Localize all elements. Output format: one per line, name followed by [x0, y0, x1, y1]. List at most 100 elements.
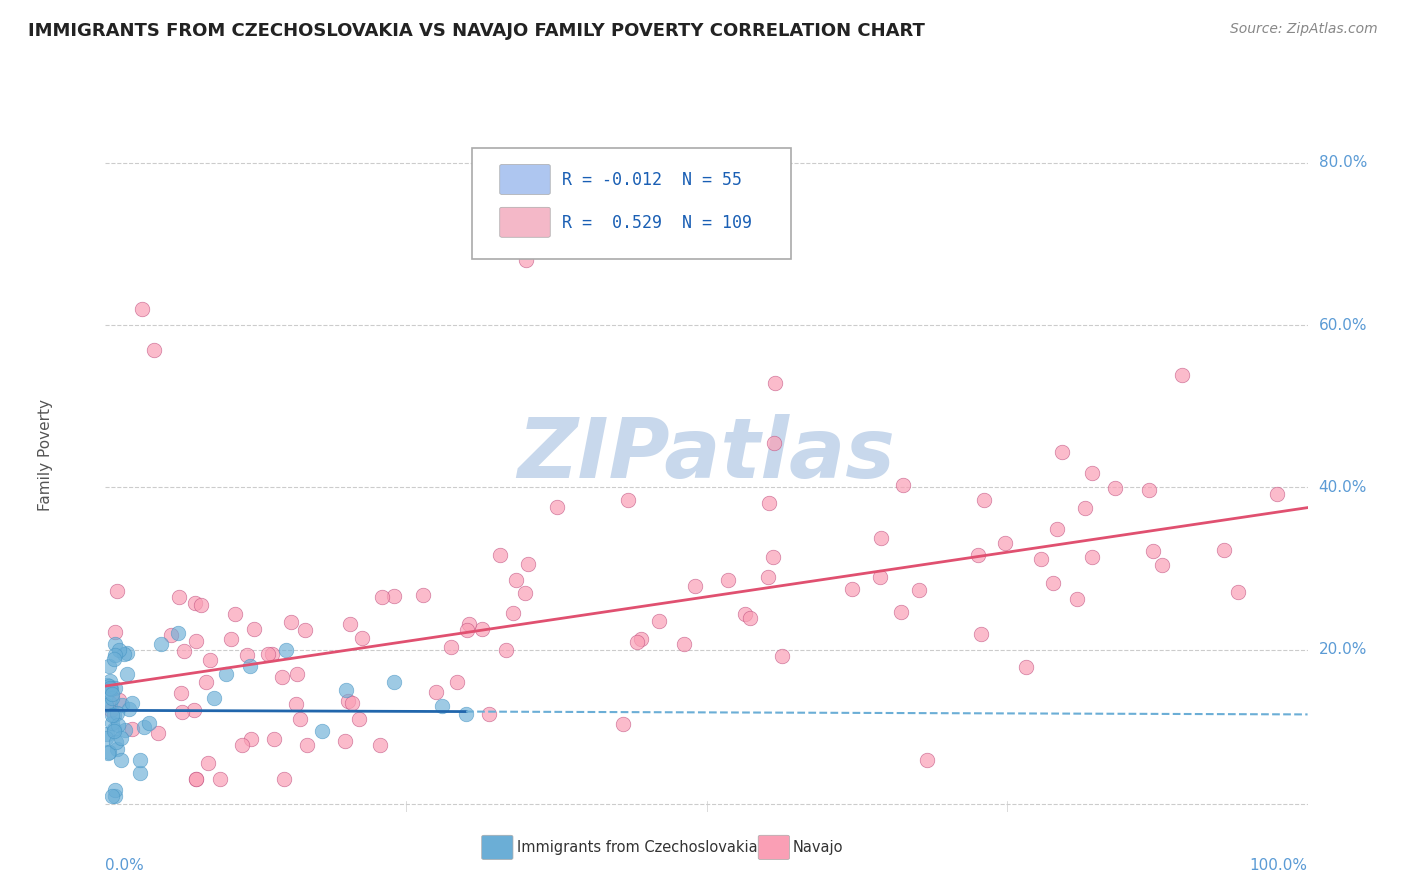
Point — [239, 658, 262, 673]
Point — [98, 745, 121, 759]
Point — [96, 746, 118, 760]
Point — [502, 606, 524, 620]
Point — [96, 727, 118, 741]
Point — [242, 623, 264, 637]
Point — [454, 707, 477, 722]
Point — [100, 708, 122, 723]
Text: Navajo: Navajo — [793, 840, 844, 855]
Point — [673, 637, 696, 651]
Point — [142, 343, 165, 357]
Point — [284, 697, 307, 711]
Point — [841, 582, 863, 597]
Point — [262, 647, 284, 661]
Point — [758, 496, 780, 510]
Point — [100, 703, 122, 717]
Text: R =  0.529  N = 109: R = 0.529 N = 109 — [562, 214, 752, 232]
FancyBboxPatch shape — [499, 207, 550, 237]
Point — [104, 624, 127, 639]
Point — [94, 731, 117, 746]
Point — [337, 694, 360, 708]
Point — [515, 586, 537, 600]
Point — [626, 635, 648, 649]
Point — [273, 772, 295, 787]
Point — [970, 626, 993, 640]
Text: 80.0%: 80.0% — [1319, 155, 1367, 170]
Point — [184, 772, 207, 786]
Point — [456, 624, 478, 638]
FancyBboxPatch shape — [472, 148, 790, 259]
Point — [1066, 592, 1088, 607]
Point — [184, 597, 207, 611]
Point — [231, 739, 253, 753]
Point — [195, 674, 218, 689]
Point — [98, 681, 121, 695]
Point — [208, 772, 231, 787]
Point — [105, 735, 128, 749]
Point — [103, 723, 125, 737]
Point — [169, 686, 191, 700]
Point — [470, 622, 492, 636]
Point — [111, 698, 134, 713]
Point — [110, 731, 132, 746]
Text: Family Poverty: Family Poverty — [38, 399, 53, 511]
Point — [770, 648, 793, 663]
Point — [412, 588, 434, 602]
Point — [340, 696, 363, 710]
Point — [107, 643, 129, 657]
Point — [1142, 543, 1164, 558]
Point — [966, 548, 988, 562]
Point — [263, 731, 285, 746]
FancyBboxPatch shape — [758, 835, 789, 860]
Point — [103, 723, 125, 738]
Point — [105, 584, 128, 599]
Point — [339, 617, 361, 632]
Point — [440, 640, 463, 655]
Point — [100, 681, 122, 696]
Point — [1080, 467, 1102, 481]
Point — [891, 478, 914, 492]
Point — [1226, 585, 1249, 599]
Point — [762, 550, 785, 565]
FancyBboxPatch shape — [482, 835, 513, 860]
Point — [105, 706, 128, 720]
Point — [478, 706, 501, 721]
Point — [280, 615, 302, 629]
Point — [236, 648, 259, 663]
Point — [382, 675, 405, 690]
Point — [108, 692, 131, 706]
Point — [118, 702, 141, 716]
Text: Source: ZipAtlas.com: Source: ZipAtlas.com — [1230, 22, 1378, 37]
Point — [457, 617, 479, 632]
Point — [311, 723, 333, 738]
Point — [382, 590, 405, 604]
Point — [104, 789, 127, 803]
Point — [214, 666, 236, 681]
Point — [101, 690, 124, 705]
Point — [104, 648, 127, 662]
Point — [425, 685, 447, 699]
Point — [489, 548, 512, 562]
Point — [190, 598, 212, 612]
Point — [1081, 549, 1104, 564]
Point — [103, 783, 125, 797]
Point — [115, 666, 138, 681]
Point — [446, 675, 468, 690]
Point — [129, 766, 152, 780]
Point — [717, 573, 740, 587]
Point — [347, 712, 370, 726]
Point — [132, 720, 155, 734]
Point — [734, 607, 756, 621]
Point — [617, 492, 640, 507]
Point — [186, 633, 208, 648]
Point — [117, 646, 139, 660]
Point — [515, 253, 537, 268]
Point — [101, 716, 124, 731]
Point — [1031, 552, 1053, 566]
Point — [121, 722, 143, 736]
Point — [869, 532, 891, 546]
Point — [763, 436, 786, 450]
Point — [167, 590, 190, 604]
Point — [160, 628, 183, 642]
Point — [146, 725, 169, 739]
Point — [98, 674, 121, 689]
